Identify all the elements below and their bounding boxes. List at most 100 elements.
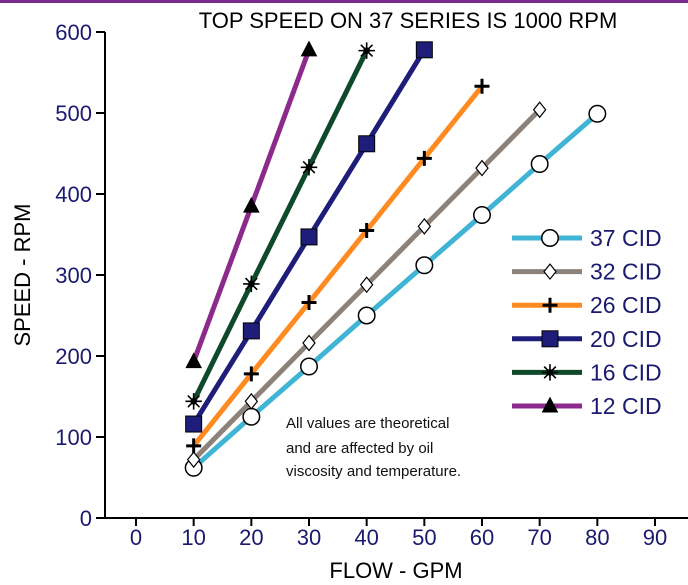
legend-label: 20 CID [590, 326, 662, 352]
data-point [417, 217, 432, 235]
data-point [416, 150, 432, 166]
legend-marker [542, 297, 558, 313]
data-point-marker [415, 41, 433, 59]
data-point-marker [302, 334, 316, 352]
chart-title: TOP SPEED ON 37 SERIES IS 1000 RPM [199, 8, 618, 33]
data-point [357, 306, 376, 325]
legend-item: 26 CID [512, 292, 662, 318]
top-border [0, 0, 688, 3]
data-point-marker [417, 217, 432, 235]
data-point [475, 159, 489, 177]
data-point-marker [532, 101, 547, 119]
data-point [530, 155, 549, 174]
data-point-marker [186, 438, 202, 454]
data-point-marker [185, 393, 202, 410]
data-point [473, 206, 491, 225]
series-layer [184, 40, 607, 477]
legend: 37 CID 32 CID 26 CID 20 CID 16 CID 12 CID [512, 225, 662, 419]
legend-marker [541, 330, 559, 348]
data-point [532, 101, 547, 119]
legend-item: 16 CID [512, 359, 662, 385]
data-point-marker [588, 104, 607, 123]
data-point-marker [243, 196, 260, 213]
data-point-center [546, 369, 554, 376]
legend-label: 12 CID [590, 393, 662, 419]
data-point-marker [415, 256, 434, 275]
y-axis-ticks: 0 100 200 300 400 500 600 [55, 20, 105, 531]
y-tick-label: 200 [55, 344, 92, 369]
series-37-cid [184, 104, 607, 477]
series-12-cid [185, 40, 318, 369]
note-line: viscosity and temperature. [286, 463, 461, 480]
data-point-center [248, 280, 255, 288]
data-point-marker [358, 135, 376, 153]
data-point-marker [300, 228, 318, 246]
data-point [185, 415, 203, 433]
data-point-marker [300, 159, 318, 176]
y-tick-label: 0 [80, 506, 92, 531]
series-32-cid [186, 101, 547, 469]
y-tick-label: 400 [55, 182, 92, 207]
data-point-center [190, 398, 197, 405]
data-point-marker [475, 159, 489, 177]
data-point [359, 276, 374, 294]
data-point-marker [243, 366, 259, 382]
data-point [300, 357, 318, 376]
y-tick-label: 600 [55, 20, 92, 45]
data-point [185, 352, 202, 369]
x-axis-title: FLOW - GPM [329, 558, 462, 583]
data-point [302, 334, 316, 352]
data-point-center [305, 163, 313, 171]
series-16-cid [185, 42, 375, 410]
legend-item: 37 CID [512, 225, 662, 251]
data-point-marker [242, 407, 261, 426]
x-tick-label: 20 [239, 525, 263, 550]
data-point [543, 263, 557, 281]
data-point [542, 297, 558, 313]
x-tick-label: 80 [585, 525, 609, 550]
legend-marker [541, 229, 559, 247]
data-point-marker [185, 415, 203, 433]
legend-label: 32 CID [590, 259, 662, 285]
legend-marker [541, 396, 559, 413]
x-tick-label: 90 [643, 525, 667, 550]
data-point [541, 330, 559, 348]
data-point-marker [357, 306, 376, 325]
data-point [300, 40, 318, 57]
series-line [191, 83, 485, 449]
x-tick-label: 10 [181, 525, 205, 550]
data-point [300, 228, 318, 246]
series-20-cid [185, 41, 433, 433]
legend-item: 20 CID [512, 326, 662, 352]
y-tick-label: 500 [55, 101, 92, 126]
x-tick-label: 0 [130, 525, 142, 550]
data-point-marker [186, 451, 201, 469]
data-point-marker [359, 222, 375, 238]
x-tick-label: 50 [412, 525, 436, 550]
data-point [301, 295, 317, 311]
note-text-block: All values are theoretical and are affec… [286, 415, 461, 480]
data-point-marker [358, 42, 375, 59]
note-line: and are affected by oil [286, 440, 433, 457]
data-point-marker [243, 275, 260, 293]
legend-label: 26 CID [590, 292, 662, 318]
data-point [186, 451, 201, 469]
legend-item: 32 CID [512, 259, 662, 285]
data-point-marker [474, 78, 490, 94]
data-point-marker [242, 322, 260, 340]
data-point [415, 41, 433, 59]
x-tick-label: 40 [354, 525, 378, 550]
y-tick-label: 100 [55, 425, 92, 450]
data-point [358, 135, 376, 153]
data-point-marker [416, 150, 432, 166]
data-point-marker [301, 295, 317, 311]
legend-label: 37 CID [590, 225, 662, 251]
y-axis-title: SPEED - RPM [10, 203, 35, 346]
x-tick-label: 70 [527, 525, 551, 550]
data-point [541, 229, 559, 247]
series-line [191, 111, 600, 471]
data-point [243, 366, 259, 382]
data-point-center [363, 47, 370, 54]
data-point [242, 407, 261, 426]
